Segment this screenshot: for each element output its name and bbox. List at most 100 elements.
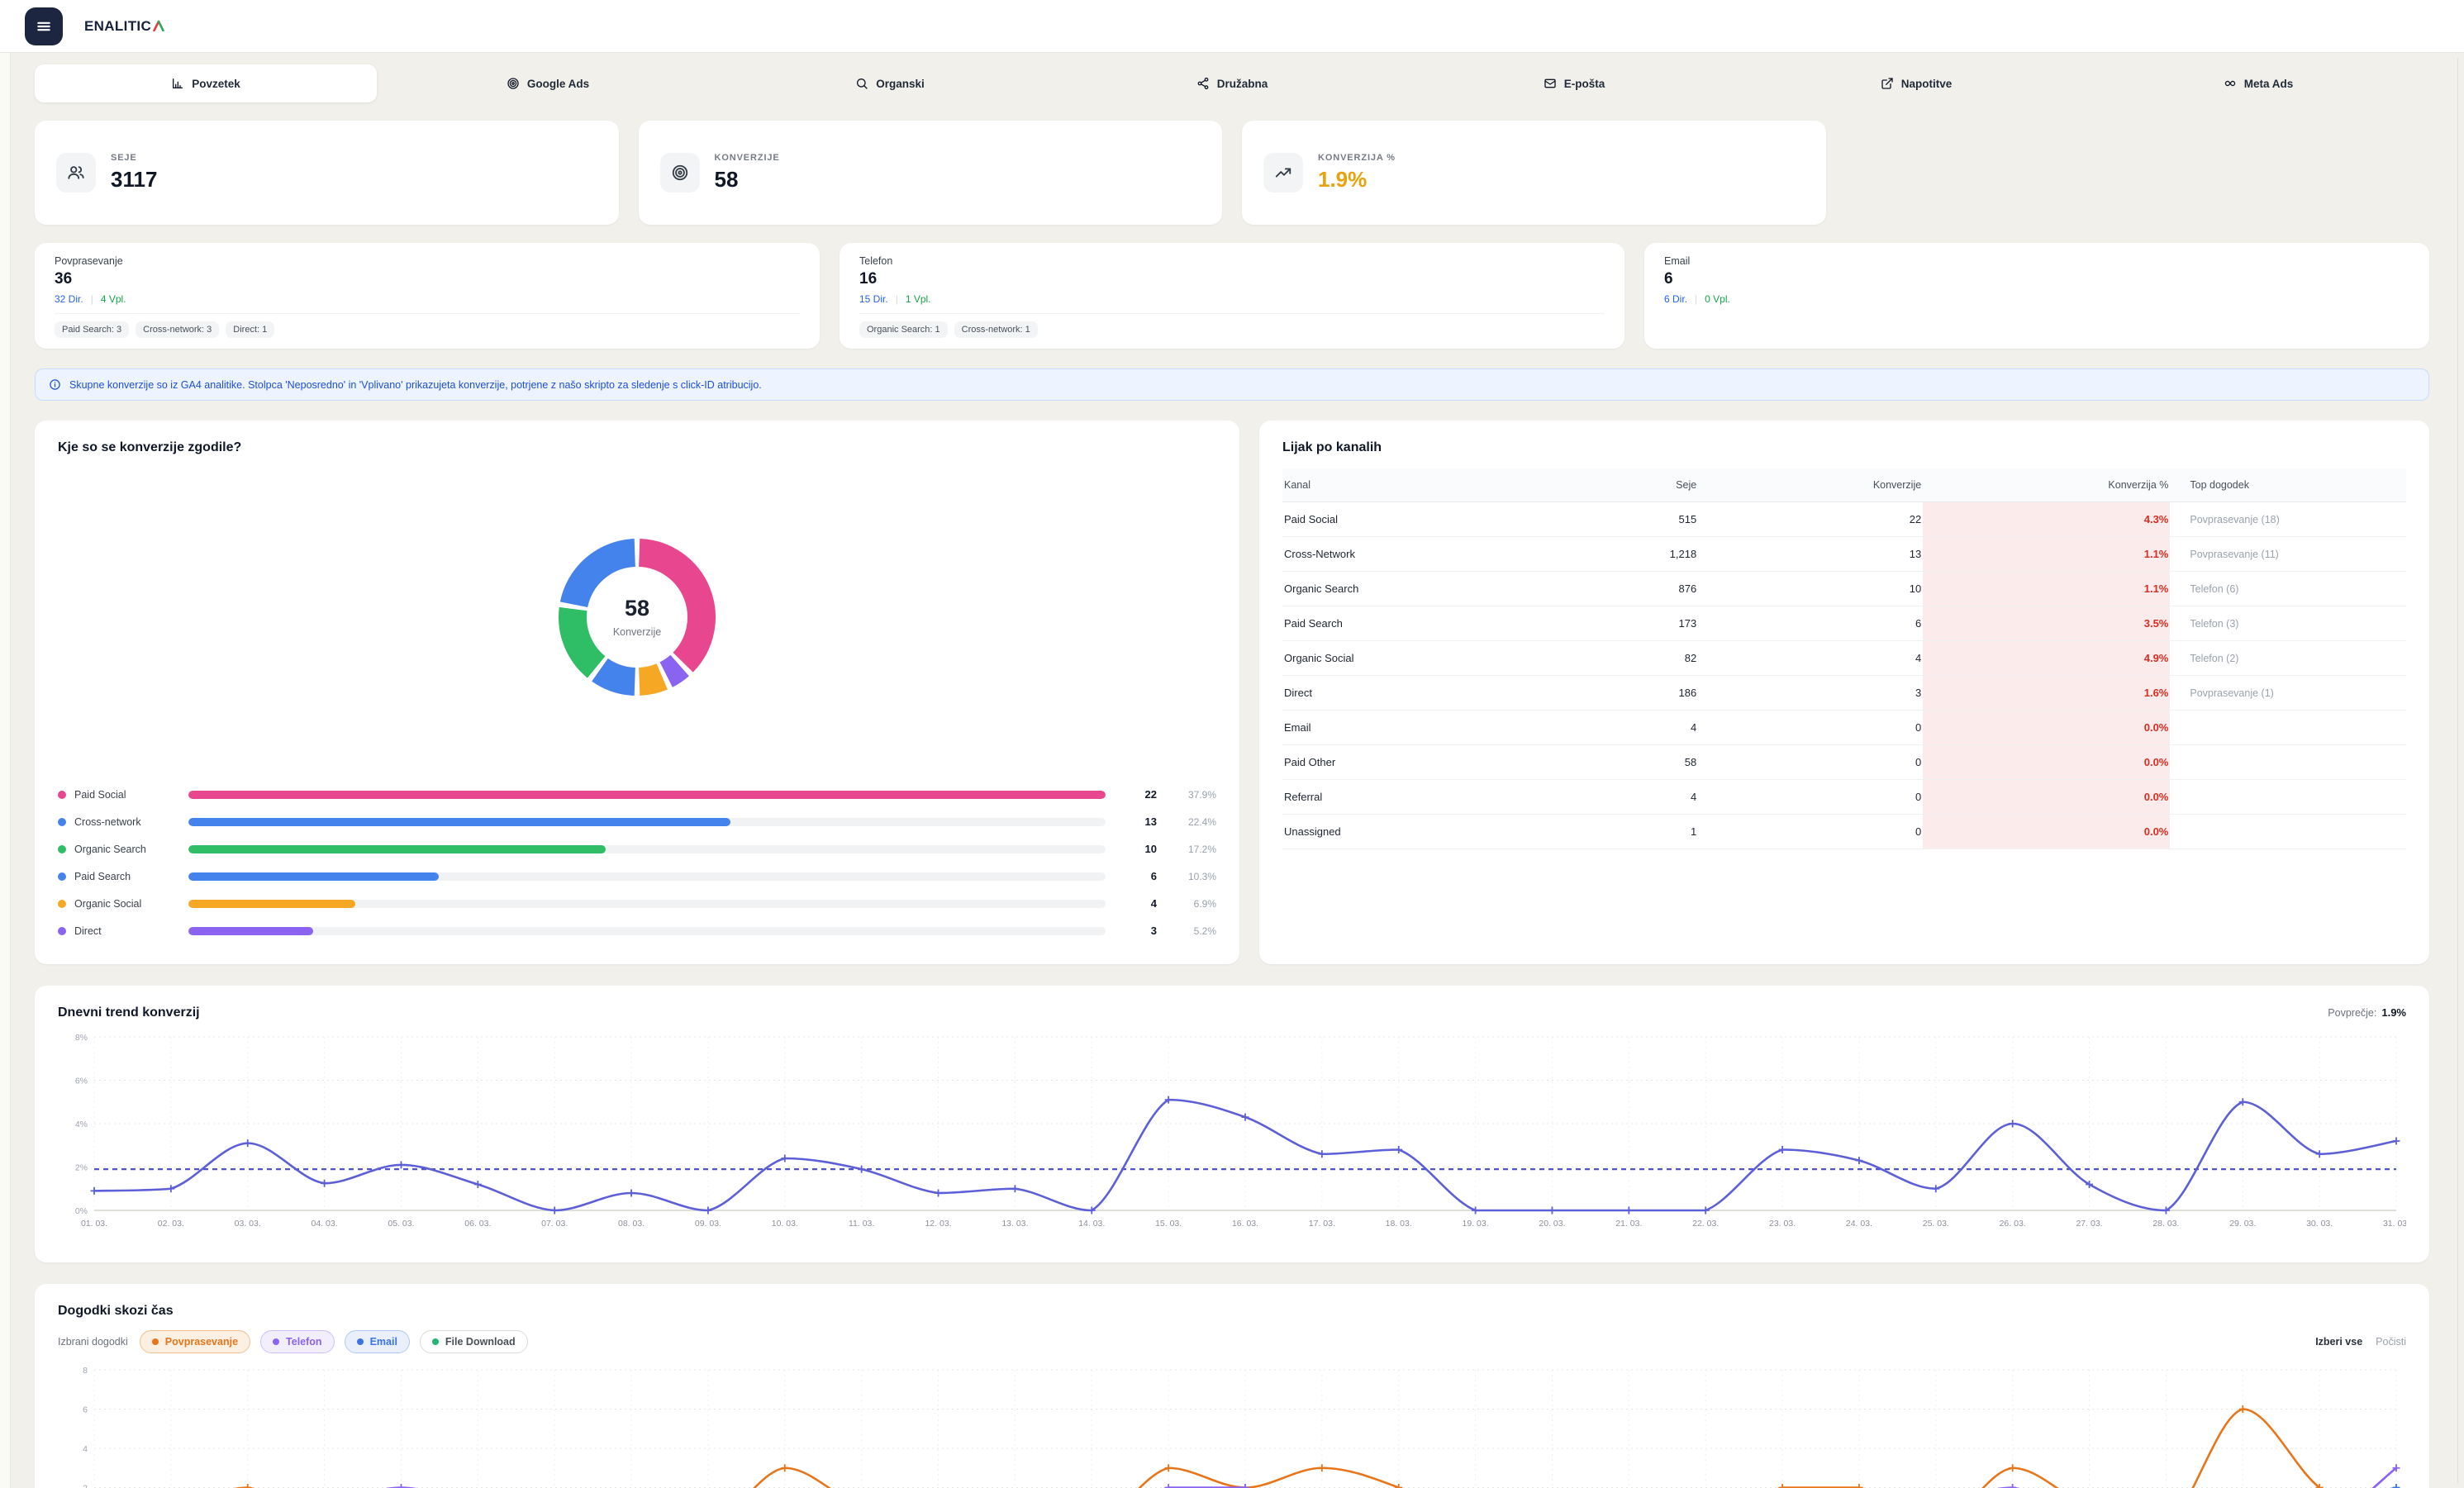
svg-text:13. 03.: 13. 03. [1001, 1219, 1028, 1229]
daily-trend-header: Dnevni trend konverzij Povprečje: 1.9% [58, 1005, 2406, 1020]
section-tabs: Povzetek Google Ads Organski Družabna E-pošt… [35, 64, 2429, 102]
svg-text:23. 03.: 23. 03. [1769, 1219, 1796, 1229]
cell-top-dogodek [2170, 710, 2406, 745]
kpi-value: 58 [714, 167, 739, 192]
channel-bar-track [188, 872, 1106, 881]
event-chip-file-download[interactable]: File Download [419, 1330, 528, 1353]
meta-icon [2224, 77, 2237, 90]
cell-kanal: Organic Social [1282, 640, 1530, 676]
svg-text:20. 03.: 20. 03. [1539, 1219, 1565, 1229]
kpi-value: 3117 [111, 167, 158, 192]
svg-text:0%: 0% [75, 1206, 88, 1216]
tab-dru-abna[interactable]: Družabna [1061, 64, 1403, 102]
svg-text:07. 03.: 07. 03. [541, 1219, 568, 1229]
kpi-card-seje: SEJE 3117 [35, 121, 619, 225]
tab-google-ads[interactable]: Google Ads [377, 64, 719, 102]
event-card-split: 15 Dir. | 1 Vpl. [859, 293, 1605, 305]
channel-label: Organic Social [74, 897, 142, 910]
collapsed-sidebar-rail [0, 53, 11, 1488]
cell-konverzije: 3 [1698, 675, 1924, 711]
chip-dot [151, 1338, 159, 1345]
channel-percent: 6.9% [1193, 897, 1216, 910]
kpi-label: KONVERZIJA % [1318, 153, 1396, 163]
cell-top-dogodek [2170, 814, 2406, 849]
tab-label: Napotitve [1900, 77, 1953, 90]
channel-badge: Paid Search: 3 [55, 321, 130, 338]
table-row: Unassigned 1 0 0.0% [1282, 814, 2406, 849]
svg-text:8%: 8% [75, 1033, 88, 1043]
brand-accent-icon [153, 20, 164, 31]
event-card-split: 6 Dir. | 0 Vpl. [1664, 293, 2409, 305]
tab-organski[interactable]: Organski [719, 64, 1061, 102]
cell-konverzije: 0 [1698, 710, 1924, 745]
donut-segment-cross-network [559, 539, 636, 608]
svg-text:06. 03.: 06. 03. [464, 1219, 491, 1229]
channel-label: Organic Search [74, 843, 146, 855]
cell-top-dogodek: Povprasevanje (18) [2170, 502, 2406, 537]
svg-text:6%: 6% [75, 1077, 88, 1086]
channel-dot [58, 926, 66, 935]
daily-trend-svg: 0% 2% 4% 6% 8% 01. 03. 02. 03. 03. 03. 04. 03. 05… [75, 1033, 2409, 1229]
panel-title: Dogodki skozi čas [58, 1304, 174, 1318]
channel-bar-track [188, 790, 1106, 799]
events-over-time-svg: 0246801. 03.02. 03.03. 03.04. 03.05. 03.… [83, 1366, 2400, 1488]
event-card-telefon: Telefon 16 15 Dir. | 1 Vpl. Organic Search: 1… [840, 243, 1624, 349]
series-line-povprasevanje [233, 1408, 2323, 1488]
hamburger-icon [36, 18, 52, 35]
channel-bar-row: Organic Search 10 17.2% [58, 835, 1216, 863]
table-row: Referral 4 0 0.0% [1282, 779, 2406, 815]
tab-e-po-ta[interactable]: E-pošta [1403, 64, 1745, 102]
channel-badge: Direct: 1 [226, 321, 275, 338]
event-chip-povprasevanje[interactable]: Povprasevanje [139, 1330, 251, 1353]
cell-rate: 0.0% [1923, 814, 2171, 849]
cell-kanal: Cross-Network [1282, 536, 1530, 572]
channel-value: 10 [1144, 843, 1157, 855]
channel-label: Cross-network [74, 815, 141, 828]
separator: | [895, 293, 898, 305]
event-chip-email[interactable]: Email [344, 1330, 410, 1353]
cell-konverzije: 0 [1698, 744, 1924, 780]
channel-label: Paid Social [74, 788, 126, 801]
event-chip-telefon[interactable]: Telefon [260, 1330, 335, 1353]
donut-center-label: Konverzije [613, 626, 661, 638]
badge-row: Organic Search: 1 Cross-network: 1 [859, 321, 1605, 338]
tab-label: E-pošta [1563, 77, 1605, 90]
brand-logo: ENALITIC [84, 18, 164, 35]
cell-rate: 4.9% [1923, 640, 2171, 676]
channel-value: 4 [1150, 897, 1157, 910]
conversions-where-panel: Kje so se konverzije zgodile? 58 Konverzi… [35, 421, 1239, 964]
conversions-donut-chart: 58 Konverzije [58, 455, 1216, 779]
clear-link[interactable]: Počisti [2376, 1336, 2406, 1348]
share-icon [1196, 77, 1210, 90]
svg-text:15. 03.: 15. 03. [1155, 1219, 1182, 1229]
cell-seje: 58 [1529, 744, 1699, 780]
channel-value: 13 [1144, 815, 1157, 828]
funnel-panel: Lijak po kanalih Kanal Seje Konverzije Konv… [1259, 421, 2429, 964]
table-row: Paid Search 173 6 3.5% Telefon (3) [1282, 606, 2406, 641]
channel-bar-track [188, 926, 1106, 935]
svg-text:17. 03.: 17. 03. [1309, 1219, 1335, 1229]
event-card-value: 6 [1664, 270, 1673, 288]
tab-meta-ads[interactable]: Meta Ads [2087, 64, 2429, 102]
channel-bar-fill [188, 872, 439, 881]
cell-seje: 173 [1529, 606, 1699, 641]
menu-button[interactable] [25, 7, 63, 45]
table-row: Email 4 0 0.0% [1282, 710, 2406, 745]
column-header-seje: Seje [1529, 468, 1699, 502]
scrollbar-track[interactable] [2457, 58, 2458, 1483]
tab-povzetek[interactable]: Povzetek [35, 64, 377, 102]
bar-chart-icon [171, 77, 184, 90]
channel-bar-row: Organic Social 4 6.9% [58, 890, 1216, 917]
svg-text:6: 6 [83, 1405, 88, 1415]
svg-text:22. 03.: 22. 03. [1692, 1219, 1719, 1229]
direct-count: 6 Dir. [1664, 293, 1688, 305]
tab-napotitve[interactable]: Napotitve [1745, 64, 2087, 102]
chip-label: File Download [445, 1336, 516, 1348]
svg-text:01. 03.: 01. 03. [81, 1219, 107, 1229]
cell-konverzije: 22 [1698, 502, 1924, 537]
chip-dot [356, 1338, 364, 1345]
funnel-table-head: Kanal Seje Konverzije Konverzija % Top dogod… [1282, 468, 2406, 502]
kpi-cards-row: SEJE 3117 KONVERZIJE 58 KONVERZIJA % 1.9% [35, 121, 2429, 225]
select-all-link[interactable]: Izberi vse [2315, 1336, 2363, 1348]
channel-dot [58, 844, 66, 853]
